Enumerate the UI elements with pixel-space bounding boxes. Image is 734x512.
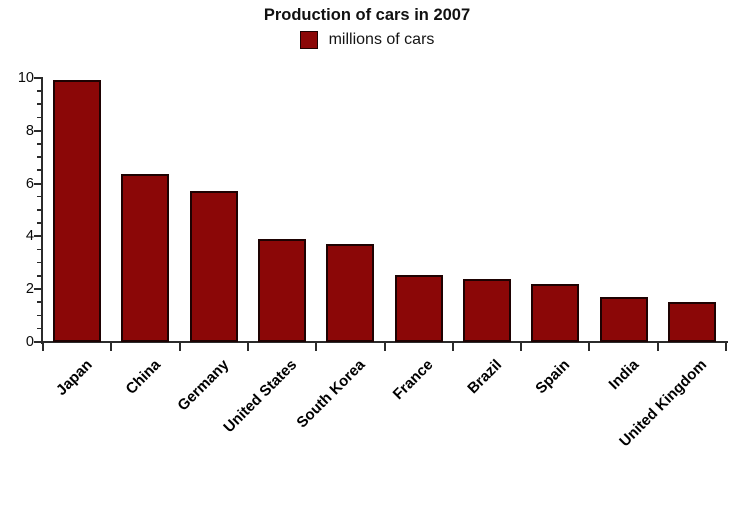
y-major-tick-8 bbox=[34, 129, 42, 132]
bar-india bbox=[599, 296, 648, 342]
x-axis-line bbox=[41, 341, 728, 343]
y-minor-tick bbox=[37, 327, 42, 330]
y-minor-tick bbox=[37, 275, 42, 277]
x-tick bbox=[178, 343, 181, 351]
x-label-france: France bbox=[390, 356, 437, 404]
y-minor-tick bbox=[37, 209, 42, 211]
y-major-tick-10 bbox=[34, 77, 42, 79]
y-minor-tick bbox=[37, 116, 42, 119]
x-label-india: India bbox=[605, 356, 642, 394]
y-tick-label-6: 6 bbox=[25, 175, 34, 192]
y-major-tick-2 bbox=[34, 288, 42, 291]
x-label-germany: Germany bbox=[174, 356, 233, 415]
x-tick bbox=[656, 343, 659, 351]
y-tick-label-10: 10 bbox=[17, 70, 34, 86]
x-tick bbox=[383, 343, 386, 351]
y-minor-tick bbox=[37, 156, 42, 158]
y-tick-label-4: 4 bbox=[25, 228, 34, 245]
bar-china bbox=[121, 173, 170, 342]
x-tick bbox=[246, 343, 249, 351]
y-minor-tick bbox=[37, 90, 42, 92]
y-axis-line bbox=[41, 77, 43, 344]
y-major-tick-6 bbox=[34, 182, 42, 185]
y-tick-label-2: 2 bbox=[25, 281, 34, 298]
y-major-tick-4 bbox=[34, 235, 42, 238]
x-label-china: China bbox=[122, 356, 164, 398]
bar-germany bbox=[189, 191, 238, 342]
y-tick-label-0: 0 bbox=[25, 334, 34, 350]
x-label-spain: Spain bbox=[532, 356, 574, 398]
y-tick-label-8: 8 bbox=[25, 122, 34, 139]
x-tick bbox=[725, 343, 727, 351]
y-minor-tick bbox=[37, 143, 42, 145]
legend-swatch bbox=[299, 31, 318, 49]
y-minor-tick bbox=[37, 301, 42, 303]
x-label-south-korea: South Korea bbox=[293, 356, 369, 432]
legend: millions of cars bbox=[0, 31, 734, 49]
x-tick bbox=[42, 343, 44, 351]
bar-brazil bbox=[462, 278, 511, 342]
x-tick bbox=[315, 343, 318, 351]
bar-united-states bbox=[258, 238, 307, 342]
y-major-tick-0 bbox=[34, 341, 42, 343]
x-tick bbox=[520, 343, 523, 351]
y-minor-tick bbox=[37, 169, 42, 171]
y-minor-tick bbox=[37, 195, 42, 198]
x-label-brazil: Brazil bbox=[464, 356, 506, 398]
bar-japan bbox=[53, 79, 102, 342]
x-label-japan: Japan bbox=[52, 356, 96, 399]
y-minor-tick bbox=[37, 248, 42, 251]
y-minor-tick bbox=[37, 261, 42, 264]
bar-spain bbox=[531, 283, 580, 342]
bar-south-korea bbox=[326, 243, 375, 342]
bar-france bbox=[394, 274, 443, 342]
y-minor-tick bbox=[37, 103, 42, 105]
y-minor-tick bbox=[37, 222, 42, 224]
y-minor-tick bbox=[37, 314, 42, 317]
x-tick bbox=[451, 343, 454, 351]
x-tick bbox=[110, 343, 113, 351]
chart-title: Production of cars in 2007 bbox=[263, 6, 471, 24]
x-label-united-states: United States bbox=[220, 356, 301, 437]
legend-label: millions of cars bbox=[328, 31, 435, 48]
x-tick bbox=[588, 343, 591, 351]
bar-united-kingdom bbox=[667, 301, 716, 342]
